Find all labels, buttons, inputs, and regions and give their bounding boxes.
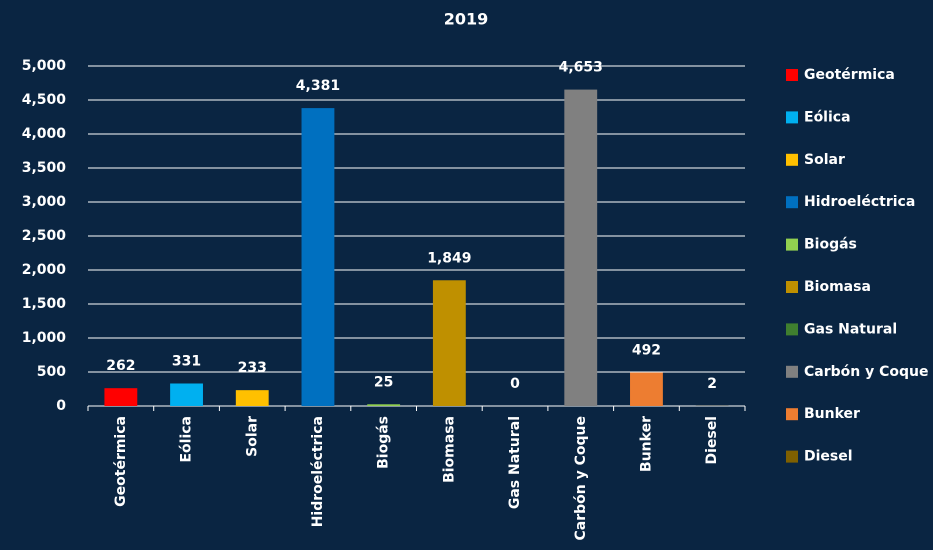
x-tick-label: Diesel <box>704 416 720 465</box>
legend-swatch <box>786 323 798 336</box>
y-tick-label: 1,500 <box>22 296 67 312</box>
legend-swatch <box>786 111 798 124</box>
legend-swatch <box>786 450 798 463</box>
data-label: 492 <box>632 343 661 359</box>
y-tick-label: 3,500 <box>22 160 67 176</box>
y-tick-label: 2,000 <box>22 262 67 278</box>
bar <box>367 404 401 406</box>
bar <box>170 383 203 406</box>
legend-swatch <box>786 69 798 81</box>
legend-swatch <box>786 238 798 251</box>
y-tick-label: 4,500 <box>22 92 67 108</box>
x-tick-label: Biomasa <box>441 416 457 483</box>
legend-swatch <box>786 153 798 166</box>
x-tick-label: Biogás <box>376 416 392 469</box>
legend-label: Hidroeléctrica <box>804 194 915 210</box>
x-tick-label: Hidroeléctrica <box>310 416 326 527</box>
y-tick-label: 4,000 <box>22 126 67 142</box>
x-tick-label: Gas Natural <box>507 416 523 509</box>
data-label: 4,381 <box>296 78 340 94</box>
legend-label: Biogás <box>804 237 857 253</box>
y-tick-label: 0 <box>56 398 66 414</box>
data-label: 4,653 <box>559 60 603 76</box>
y-tick-label: 3,000 <box>22 194 67 210</box>
legend-label: Solar <box>804 152 845 168</box>
legend-label: Carbón y Coque <box>804 364 928 380</box>
y-tick-label: 500 <box>37 364 66 380</box>
data-label: 331 <box>172 353 201 369</box>
legend-label: Biomasa <box>804 279 871 295</box>
data-label: 25 <box>374 374 393 390</box>
legend-swatch <box>786 408 798 421</box>
data-label: 2 <box>707 376 717 392</box>
x-tick-label: Geotérmica <box>113 416 129 507</box>
data-label: 262 <box>106 358 135 374</box>
y-tick-label: 1,000 <box>22 330 67 346</box>
legend-label: Gas Natural <box>804 321 897 337</box>
legend-swatch <box>786 365 798 378</box>
x-tick-label: Eólica <box>179 416 195 463</box>
legend-label: Geotérmica <box>804 67 895 83</box>
data-label: 0 <box>510 376 520 392</box>
y-tick-label: 5,000 <box>22 58 67 74</box>
chart-title: 2019 <box>444 10 489 29</box>
data-label: 1,849 <box>427 250 471 266</box>
x-tick-label: Carbón y Coque <box>573 416 589 540</box>
legend-swatch <box>786 281 798 293</box>
x-tick-label: Solar <box>244 416 260 457</box>
bar <box>235 390 269 406</box>
y-tick-label: 2,500 <box>22 228 67 244</box>
legend-label: Eólica <box>804 109 851 125</box>
legend-swatch <box>786 196 798 209</box>
legend-label: Bunker <box>804 406 860 422</box>
data-label: 233 <box>238 360 267 376</box>
bar <box>564 89 598 406</box>
bar <box>104 388 138 406</box>
bar <box>432 280 466 406</box>
legend-label: Diesel <box>804 449 853 465</box>
x-tick-label: Bunker <box>638 416 654 472</box>
bar <box>301 108 335 406</box>
bar <box>630 372 663 406</box>
